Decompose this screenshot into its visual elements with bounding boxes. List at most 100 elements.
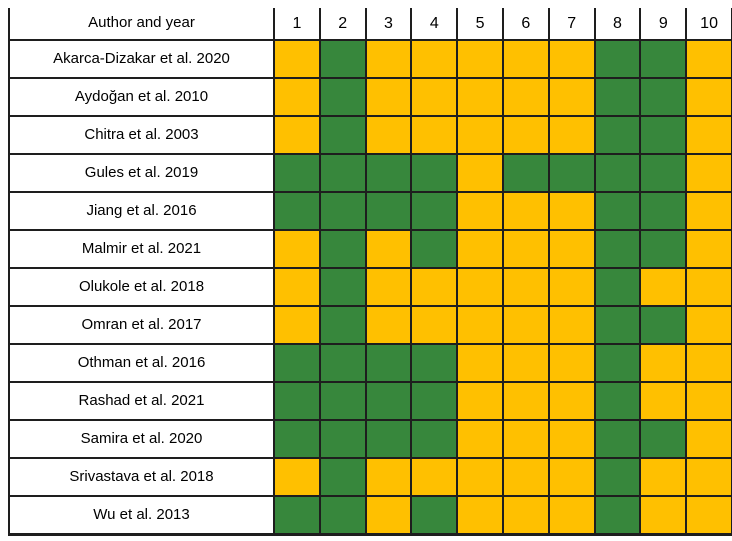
grade-cell-green — [318, 191, 367, 231]
grade-cell-green — [318, 419, 367, 459]
grade-cell-yellow — [501, 267, 550, 307]
grade-cell-yellow — [685, 39, 732, 79]
grade-cell-yellow — [685, 305, 732, 345]
grade-cell-yellow — [685, 267, 732, 307]
grade-cell-yellow — [547, 419, 596, 459]
author-cell: Wu et al. 2013 — [8, 495, 275, 536]
grade-cell-green — [593, 77, 642, 117]
author-cell: Omran et al. 2017 — [8, 305, 275, 345]
grade-cell-yellow — [501, 343, 550, 383]
author-cell: Jiang et al. 2016 — [8, 191, 275, 231]
grade-cell-green — [501, 153, 550, 193]
grade-cell-green — [364, 191, 413, 231]
grade-cell-yellow — [364, 229, 413, 269]
grade-cell-yellow — [685, 153, 732, 193]
grade-cell-yellow — [685, 457, 732, 497]
grade-cell-yellow — [410, 115, 459, 155]
grade-cell-green — [318, 457, 367, 497]
grade-cell-yellow — [364, 115, 413, 155]
grade-cell-yellow — [685, 77, 732, 117]
grade-cell-green — [639, 115, 688, 155]
grade-cell-green — [364, 343, 413, 383]
grade-cell-yellow — [456, 153, 504, 193]
grade-cell-yellow — [685, 495, 732, 536]
table-row: Samira et al. 2020 — [8, 419, 732, 459]
grade-cell-green — [547, 153, 596, 193]
grade-cell-yellow — [639, 495, 688, 536]
grade-cell-yellow — [364, 39, 413, 79]
grade-cell-yellow — [547, 229, 596, 269]
grade-cell-yellow — [547, 77, 596, 117]
grade-cell-yellow — [410, 457, 459, 497]
grade-cell-yellow — [501, 39, 550, 79]
grade-cell-yellow — [547, 305, 596, 345]
grade-cell-green — [318, 153, 367, 193]
criterion-header-3: 3 — [364, 8, 413, 41]
table-row: Rashad et al. 2021 — [8, 381, 732, 421]
grade-cell-yellow — [456, 457, 504, 497]
grade-cell-green — [410, 229, 459, 269]
grade-cell-yellow — [685, 191, 732, 231]
grade-cell-yellow — [501, 457, 550, 497]
grade-cell-yellow — [639, 343, 688, 383]
table-row: Othman et al. 2016 — [8, 343, 732, 383]
grade-cell-yellow — [501, 115, 550, 155]
grade-cell-green — [593, 39, 642, 79]
grade-cell-green — [593, 495, 642, 536]
grade-cell-green — [273, 153, 321, 193]
table-header: Author and year 1 2 3 4 5 6 7 8 9 10 — [8, 8, 732, 41]
grade-cell-green — [639, 153, 688, 193]
grade-cell-yellow — [685, 115, 732, 155]
grade-cell-green — [364, 419, 413, 459]
grade-cell-green — [318, 495, 367, 536]
grade-cell-green — [639, 305, 688, 345]
table-row: Wu et al. 2013 — [8, 495, 732, 536]
grade-cell-yellow — [547, 39, 596, 79]
header-row: Author and year 1 2 3 4 5 6 7 8 9 10 — [8, 8, 732, 41]
criterion-header-5: 5 — [456, 8, 504, 41]
grade-cell-green — [273, 191, 321, 231]
criterion-header-6: 6 — [501, 8, 550, 41]
grade-cell-yellow — [364, 305, 413, 345]
grade-cell-green — [593, 457, 642, 497]
grade-cell-green — [410, 153, 459, 193]
grade-cell-green — [364, 381, 413, 421]
grade-cell-yellow — [501, 77, 550, 117]
grade-cell-green — [593, 153, 642, 193]
grade-cell-yellow — [501, 305, 550, 345]
grade-cell-green — [639, 229, 688, 269]
author-cell: Samira et al. 2020 — [8, 419, 275, 459]
criterion-header-4: 4 — [410, 8, 459, 41]
grade-cell-green — [593, 267, 642, 307]
grade-cell-yellow — [364, 457, 413, 497]
grade-cell-yellow — [547, 115, 596, 155]
grade-cell-yellow — [456, 343, 504, 383]
grade-cell-green — [593, 115, 642, 155]
grade-cell-green — [593, 381, 642, 421]
grade-cell-yellow — [456, 495, 504, 536]
grade-cell-yellow — [456, 419, 504, 459]
grade-cell-green — [410, 495, 459, 536]
grade-cell-yellow — [456, 39, 504, 79]
grade-cell-green — [593, 419, 642, 459]
grade-cell-yellow — [547, 267, 596, 307]
grade-cell-yellow — [456, 381, 504, 421]
criterion-header-1: 1 — [273, 8, 321, 41]
table-row: Omran et al. 2017 — [8, 305, 732, 345]
grade-cell-green — [318, 381, 367, 421]
author-cell: Srivastava et al. 2018 — [8, 457, 275, 497]
grade-cell-yellow — [456, 77, 504, 117]
grade-cell-green — [318, 267, 367, 307]
grade-cell-yellow — [273, 115, 321, 155]
grade-cell-yellow — [410, 77, 459, 117]
quality-assessment-figure: Author and year 1 2 3 4 5 6 7 8 9 10 Akarca-Dizak… — [8, 8, 732, 536]
grade-cell-yellow — [410, 305, 459, 345]
grade-cell-yellow — [456, 115, 504, 155]
grade-cell-green — [593, 305, 642, 345]
grade-cell-green — [318, 115, 367, 155]
grade-cell-yellow — [547, 381, 596, 421]
table-row: Aydoğan et al. 2010 — [8, 77, 732, 117]
grade-cell-yellow — [273, 267, 321, 307]
author-cell: Malmir et al. 2021 — [8, 229, 275, 269]
grade-cell-yellow — [273, 77, 321, 117]
